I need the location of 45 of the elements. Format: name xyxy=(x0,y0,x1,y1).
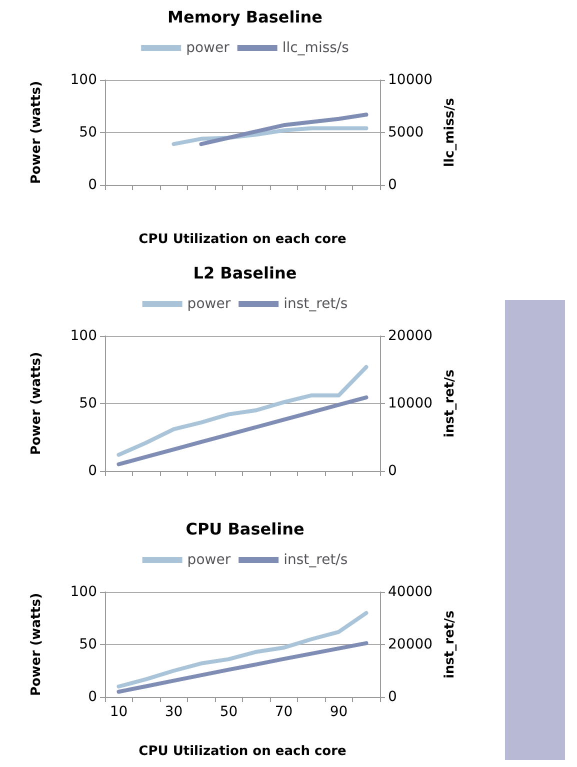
legend-label: inst_ret/s xyxy=(284,296,348,312)
legend-label: power xyxy=(186,40,230,56)
x-tick-label: 90 xyxy=(330,704,348,720)
y2-tick-label: 0 xyxy=(388,689,397,705)
y2-tick-label: 40000 xyxy=(388,584,433,600)
legend-label: llc_miss/s xyxy=(282,40,349,56)
chart-title: Memory Baseline xyxy=(168,8,323,26)
y2-tick-label: 10000 xyxy=(388,396,433,412)
y-tick-label: 100 xyxy=(70,72,97,88)
x-axis-title: CPU Utilization on each core xyxy=(138,744,347,759)
y-tick-label: 100 xyxy=(70,328,97,344)
legend-label: power xyxy=(187,552,231,568)
y2-tick-label: 10000 xyxy=(388,72,433,88)
y2-tick-label: 20000 xyxy=(388,636,433,652)
line-series xyxy=(116,641,368,694)
y2-axis-title: inst_ret/s xyxy=(442,369,458,438)
y-axis-title: Power (watts) xyxy=(29,592,44,696)
y2-tick-label: 5000 xyxy=(388,124,424,140)
y-axis-title: Power (watts) xyxy=(29,80,44,184)
y-axis-title: Power (watts) xyxy=(29,352,44,456)
x-tick-label: 50 xyxy=(220,704,238,720)
chart-title: CPU Baseline xyxy=(186,520,304,538)
legend-label: power xyxy=(187,296,231,312)
y2-tick-label: 0 xyxy=(388,177,397,193)
y-tick-label: 50 xyxy=(79,396,97,412)
y-tick-label: 50 xyxy=(79,124,97,140)
y2-tick-label: 0 xyxy=(388,463,397,479)
x-tick-label: 30 xyxy=(164,704,183,720)
line-series xyxy=(116,395,368,466)
y-tick-label: 50 xyxy=(79,636,97,652)
x-tick-label: 10 xyxy=(110,704,128,720)
x-axis-title: CPU Utilization on each core xyxy=(138,232,347,247)
y2-axis-title: llc_miss/s xyxy=(442,98,458,168)
line-series xyxy=(116,611,368,688)
chart-title: L2 Baseline xyxy=(193,264,297,282)
line-series xyxy=(199,112,368,146)
x-tick-label: 70 xyxy=(274,704,293,720)
y-tick-label: 0 xyxy=(88,463,97,479)
y2-tick-label: 20000 xyxy=(388,328,433,344)
y2-axis-title: inst_ret/s xyxy=(442,610,458,679)
legend-label: inst_ret/s xyxy=(284,552,348,568)
line-series xyxy=(116,365,368,457)
y-tick-label: 100 xyxy=(70,584,97,600)
y-tick-label: 0 xyxy=(88,689,97,705)
y-tick-label: 0 xyxy=(88,177,97,193)
